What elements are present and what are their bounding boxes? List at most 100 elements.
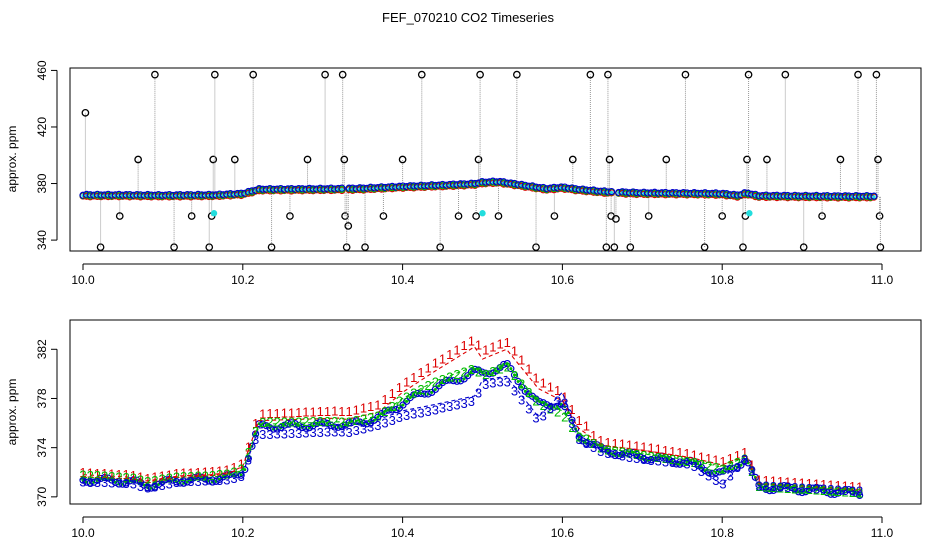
profile-point bbox=[769, 486, 777, 495]
spike-point bbox=[474, 155, 483, 164]
series-1-symbol: 1 bbox=[482, 342, 489, 357]
series-3-symbol: 3 bbox=[94, 475, 101, 490]
bottom-y-tick-label: 374 bbox=[35, 437, 49, 457]
profile-fill bbox=[750, 468, 754, 472]
series-3-symbol: 3 bbox=[302, 425, 309, 440]
series-1-symbol: 1 bbox=[381, 392, 388, 407]
series-2-symbol: 2 bbox=[612, 443, 619, 458]
series-2-symbol: 2 bbox=[266, 415, 273, 430]
series-3-symbol: 3 bbox=[216, 473, 223, 488]
series-3-symbol: 3 bbox=[554, 394, 561, 409]
series-3-symbol: 3 bbox=[259, 427, 266, 442]
series-1-symbol: 1 bbox=[403, 375, 410, 390]
profile-fill bbox=[563, 405, 567, 409]
series-2-symbol: 2 bbox=[748, 464, 755, 479]
series-2-symbol: 2 bbox=[475, 364, 482, 379]
series-2-symbol: 2 bbox=[151, 473, 158, 488]
series-2-symbol: 2 bbox=[274, 415, 281, 430]
series-3-symbol: 3 bbox=[389, 413, 396, 428]
series-3-symbol: 3 bbox=[791, 480, 798, 495]
series-1-symbol: 1 bbox=[173, 466, 180, 481]
series-3-symbol: 3 bbox=[166, 477, 173, 492]
series-3-symbol: 3 bbox=[187, 474, 194, 489]
chart-title: FEF_070210 CO2 Timeseries bbox=[382, 10, 554, 25]
spike-point bbox=[170, 243, 178, 252]
series-1-symbol: 1 bbox=[223, 462, 230, 477]
series-1-symbol: 1 bbox=[727, 451, 734, 466]
profile-point bbox=[834, 489, 842, 497]
series-3-symbol: 3 bbox=[245, 453, 252, 468]
top-x-tick-label: 11.0 bbox=[871, 273, 894, 287]
series-1-symbol: 1 bbox=[820, 477, 827, 492]
profile-point bbox=[679, 459, 688, 467]
series-2-symbol: 2 bbox=[468, 362, 475, 377]
series-3-symbol: 3 bbox=[532, 411, 539, 426]
series-1-symbol: 1 bbox=[468, 333, 475, 348]
profile-fill bbox=[494, 369, 498, 373]
spike-point bbox=[249, 70, 258, 79]
series-3-symbol: 3 bbox=[410, 407, 417, 422]
series-1-symbol: 1 bbox=[626, 438, 633, 453]
series-1-symbol: 1 bbox=[158, 469, 165, 484]
series-1-symbol: 1 bbox=[734, 448, 741, 463]
series-2-symbol: 2 bbox=[763, 480, 770, 495]
series-2-symbol: 2 bbox=[453, 367, 460, 382]
series-3-symbol: 3 bbox=[849, 483, 856, 498]
top-y-axis-label: approx. ppm bbox=[5, 126, 19, 193]
cyan-marker bbox=[746, 210, 753, 217]
series-3-symbol: 3 bbox=[345, 425, 352, 440]
series-3-symbol: 3 bbox=[727, 468, 734, 483]
series-1-symbol: 1 bbox=[115, 467, 122, 482]
top-marker-series bbox=[210, 210, 753, 217]
series-1-symbol: 1 bbox=[367, 399, 374, 414]
profile-point bbox=[431, 385, 439, 394]
series-3-symbol: 3 bbox=[158, 478, 165, 493]
profile-point bbox=[438, 378, 447, 387]
series-2-symbol: 2 bbox=[842, 485, 849, 500]
series-1-symbol: 1 bbox=[410, 370, 417, 385]
series-2-symbol: 2 bbox=[676, 453, 683, 468]
series-3-symbol: 3 bbox=[568, 416, 575, 431]
series-2-symbol: 2 bbox=[525, 385, 532, 400]
series-3-symbol: 3 bbox=[151, 479, 158, 494]
baseline-fill bbox=[872, 195, 876, 199]
series-3-symbol: 3 bbox=[360, 421, 367, 436]
spike-point bbox=[134, 155, 142, 164]
profile-point bbox=[507, 365, 515, 373]
series-1-symbol: 1 bbox=[295, 405, 302, 420]
series-2-symbol: 2 bbox=[820, 483, 827, 498]
profile-point bbox=[399, 401, 407, 409]
series-1-symbol: 1 bbox=[856, 479, 863, 494]
series-3-symbol: 3 bbox=[123, 476, 130, 491]
top-x-tick-label: 10.6 bbox=[551, 273, 575, 287]
series-3-symbol: 3 bbox=[194, 474, 201, 489]
series-3-line bbox=[82, 375, 859, 493]
series-1-symbol: 1 bbox=[640, 439, 647, 454]
series-2-symbol: 2 bbox=[576, 429, 583, 444]
profile-fill bbox=[520, 385, 524, 389]
profile-fill bbox=[696, 462, 700, 466]
series-2-symbol: 2 bbox=[662, 451, 669, 466]
baseline-point bbox=[744, 189, 752, 197]
series-3-symbol: 3 bbox=[295, 426, 302, 441]
profile-point bbox=[323, 419, 332, 427]
series-2-symbol: 2 bbox=[360, 412, 367, 427]
series-3-symbol: 3 bbox=[331, 424, 338, 439]
series-2-symbol: 2 bbox=[230, 465, 237, 480]
spike-point bbox=[338, 70, 347, 79]
profile-fill bbox=[437, 384, 441, 388]
profile-point bbox=[561, 403, 569, 411]
series-3-symbol: 3 bbox=[604, 446, 611, 461]
profile-fill bbox=[430, 390, 434, 394]
profile-fill bbox=[466, 374, 470, 378]
spike-point bbox=[568, 155, 577, 164]
bottom-plot-frame bbox=[69, 319, 922, 505]
bottom-x-tick-label: 10.8 bbox=[711, 526, 735, 540]
spike-point bbox=[344, 222, 353, 230]
series-2-symbol: 2 bbox=[856, 486, 863, 501]
series-3-symbol: 3 bbox=[223, 472, 230, 487]
series-3-symbol: 3 bbox=[432, 402, 439, 417]
series-2-symbol: 2 bbox=[518, 377, 525, 392]
series-1-symbol: 1 bbox=[108, 466, 115, 481]
series-3-symbol: 3 bbox=[367, 420, 374, 435]
